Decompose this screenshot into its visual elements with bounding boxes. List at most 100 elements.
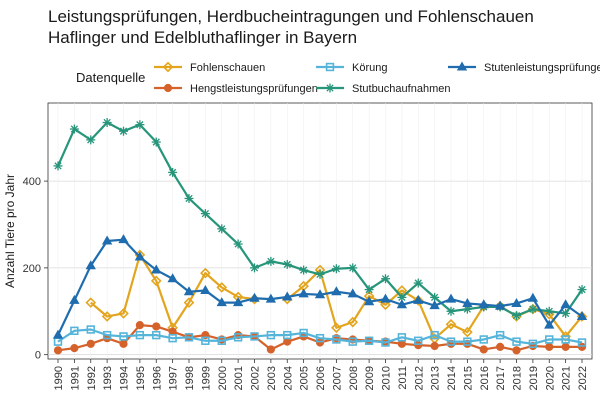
data-point	[429, 300, 440, 310]
data-point	[560, 299, 571, 309]
data-point	[380, 299, 391, 311]
data-point	[150, 275, 162, 287]
data-point	[250, 263, 259, 273]
x-tick-label: 2007	[331, 366, 343, 390]
data-point	[299, 265, 309, 275]
x-tick-label: 2018	[512, 366, 524, 390]
x-tick-label: 1995	[135, 366, 147, 390]
y-axis-title: Anzahl Tiere pro Jahr	[3, 174, 17, 288]
data-point	[363, 296, 375, 306]
data-point	[119, 332, 128, 341]
x-tick-label: 2013	[430, 366, 442, 390]
legend-marker	[163, 83, 173, 93]
data-point	[266, 256, 276, 266]
data-point	[463, 337, 472, 346]
x-tick-label: 2006	[315, 366, 327, 390]
legend-label: Fohlenschauen	[190, 62, 265, 74]
data-point	[511, 297, 522, 307]
data-point	[183, 286, 195, 296]
data-point	[413, 294, 424, 304]
data-point	[168, 333, 177, 343]
data-point	[183, 297, 195, 308]
data-point	[250, 332, 259, 341]
data-point	[216, 297, 227, 307]
data-point	[315, 333, 325, 343]
data-point	[347, 316, 359, 328]
x-tick-label: 2015	[462, 366, 474, 390]
series-layer	[52, 118, 588, 355]
data-point	[331, 264, 341, 274]
data-point	[577, 338, 587, 347]
x-tick-label: 2002	[250, 366, 262, 390]
x-tick-label: 2014	[446, 366, 458, 390]
data-point	[479, 335, 488, 344]
data-point	[232, 297, 244, 307]
data-point	[561, 308, 571, 318]
series-körung	[53, 325, 587, 349]
data-point	[200, 267, 211, 279]
data-point	[347, 288, 358, 298]
data-point	[118, 308, 129, 319]
data-point	[70, 344, 79, 353]
x-tick-label: 2010	[381, 366, 393, 390]
data-point	[200, 284, 211, 294]
data-point	[528, 304, 538, 314]
legend-label: Stutbuchaufnahmen	[352, 83, 450, 95]
data-point	[545, 342, 554, 351]
data-point	[560, 331, 571, 342]
data-point	[561, 335, 570, 344]
data-point	[52, 329, 64, 339]
x-tick-label: 1993	[102, 366, 114, 390]
x-tick-label: 2000	[217, 366, 229, 390]
x-tick-label: 1991	[69, 366, 81, 390]
data-point	[283, 330, 292, 340]
data-point	[86, 325, 95, 334]
x-tick-label: 2016	[479, 366, 491, 390]
data-point	[217, 224, 227, 234]
data-point	[151, 264, 162, 274]
data-point	[299, 328, 308, 338]
x-tick-label: 2005	[299, 366, 311, 390]
x-tick-label: 2012	[413, 366, 425, 390]
data-point	[332, 335, 341, 344]
data-point	[69, 294, 80, 304]
data-point	[397, 333, 407, 342]
data-point	[348, 263, 358, 273]
y-tick-label: 200	[23, 263, 41, 275]
data-point	[446, 337, 456, 346]
data-point	[200, 209, 210, 219]
chart-title-line-1: Leistungsprüfungen, Herdbucheintragungen…	[48, 7, 534, 26]
x-tick-label: 2008	[348, 366, 360, 390]
data-point	[331, 322, 342, 334]
x-tick-label: 2009	[364, 366, 376, 390]
data-point	[413, 278, 423, 288]
data-point	[512, 311, 521, 321]
y-tick-label: 0	[35, 350, 41, 362]
data-point	[282, 259, 292, 269]
legend-label: Hengstleistungsprüfungen	[190, 83, 318, 95]
legend-title: Datenquelle	[76, 70, 145, 85]
x-tick-label: 2003	[266, 366, 278, 390]
data-point	[101, 311, 113, 322]
data-point	[543, 308, 555, 320]
data-point	[69, 124, 79, 134]
x-tick-label: 2004	[282, 366, 294, 390]
legend-label: Körung	[352, 62, 387, 74]
legend: Datenquelle Fohlenschauen Hengstleistungs…	[76, 61, 600, 95]
data-point	[217, 336, 226, 345]
data-point	[135, 120, 145, 130]
data-point	[381, 338, 390, 347]
data-point	[168, 167, 178, 177]
series-stutbuchaufnahmen	[53, 118, 587, 321]
data-point	[364, 336, 374, 345]
data-point	[414, 341, 423, 350]
x-tick-label: 1997	[168, 366, 180, 390]
x-tick-label: 1990	[53, 366, 65, 390]
data-point	[134, 251, 146, 261]
x-tick-label: 1999	[200, 366, 212, 390]
x-tick-label: 2020	[544, 366, 556, 390]
data-point	[494, 300, 506, 310]
series-line	[57, 328, 583, 345]
data-point	[544, 306, 554, 316]
